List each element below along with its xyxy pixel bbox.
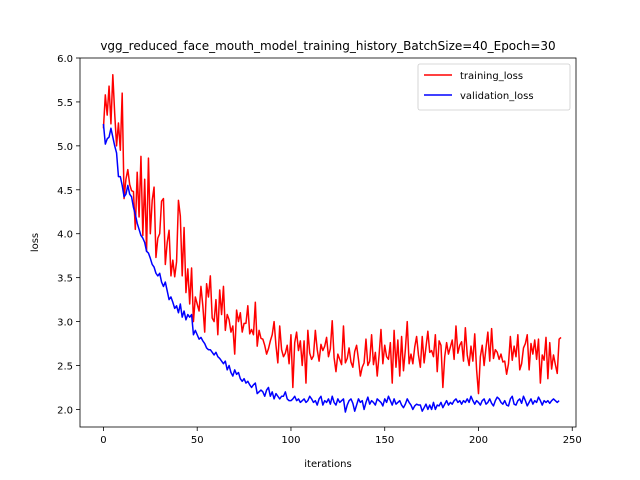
y-axis: 2.0 2.5 3.0 3.5 4.0 4.5 5.0 5.5 6.0 xyxy=(57,54,80,416)
x-tick-label: 150 xyxy=(375,435,394,446)
x-axis-label: iterations xyxy=(304,459,351,470)
x-tick-label: 100 xyxy=(281,435,300,446)
legend-box xyxy=(417,63,571,111)
series-line-validation-loss xyxy=(102,123,560,413)
y-tick-label: 3.0 xyxy=(57,318,73,329)
y-tick-label: 4.5 xyxy=(57,186,73,197)
legend-label: training_loss xyxy=(460,71,523,82)
y-tick-label: 2.5 xyxy=(57,362,73,373)
y-tick-label: 5.0 xyxy=(57,142,73,153)
x-tick-label: 200 xyxy=(469,435,488,446)
series-line-training-loss xyxy=(102,73,562,395)
y-tick-label: 3.5 xyxy=(57,274,73,285)
x-tick-label: 50 xyxy=(191,435,204,446)
y-tick-label: 2.0 xyxy=(57,405,73,416)
x-tick-label: 250 xyxy=(563,435,582,446)
y-axis-label: loss xyxy=(30,233,41,252)
y-tick-label: 5.5 xyxy=(57,98,73,109)
x-tick-label: 0 xyxy=(100,435,106,446)
y-tick-label: 6.0 xyxy=(57,54,73,65)
x-axis: 0 50 100 150 200 250 xyxy=(100,427,582,446)
chart-title: vgg_reduced_face_mouth_model_training_hi… xyxy=(100,39,555,53)
series-layer xyxy=(102,73,562,413)
legend-label: validation_loss xyxy=(460,91,534,102)
plot-area xyxy=(79,57,577,428)
y-tick-label: 4.0 xyxy=(57,230,73,241)
legend: training_loss validation_loss xyxy=(417,63,571,111)
